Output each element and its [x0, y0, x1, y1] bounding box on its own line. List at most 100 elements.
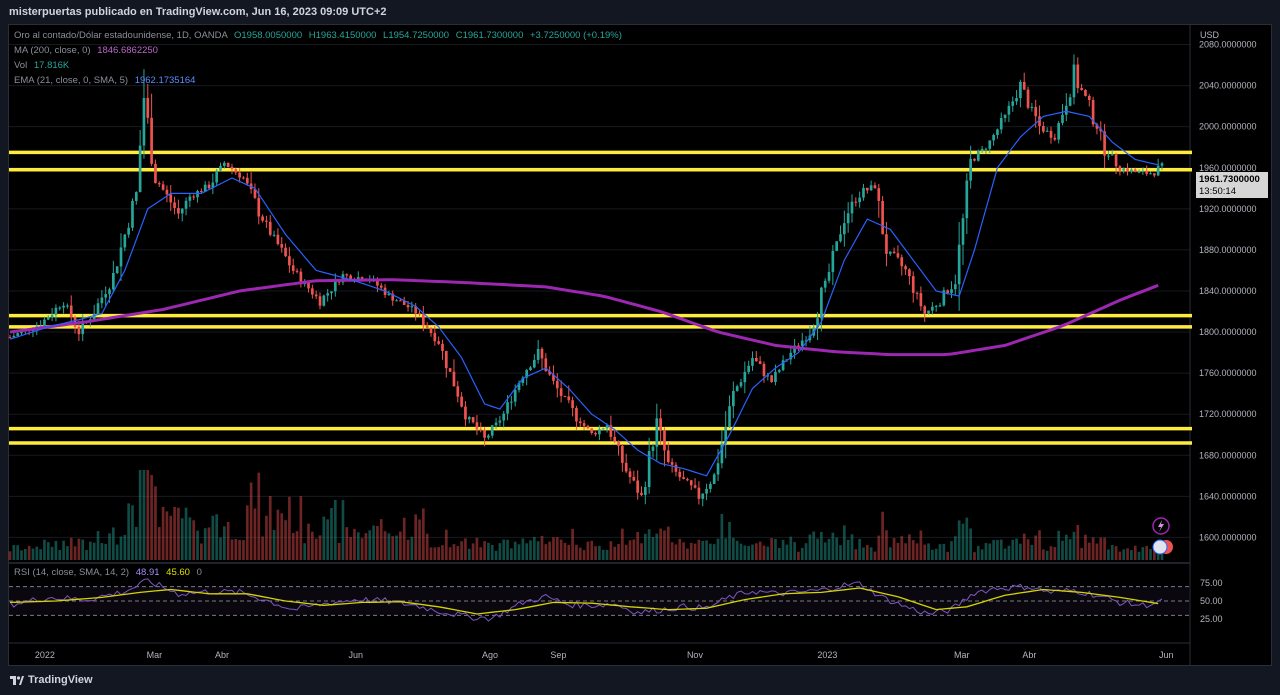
volume-bar — [747, 545, 750, 560]
volume-bar — [682, 542, 685, 560]
volume-bar — [115, 544, 119, 560]
rsi-line — [9, 578, 1163, 622]
candle-body — [820, 287, 823, 319]
candle-body — [957, 244, 961, 285]
candle-body — [770, 375, 773, 383]
candle-body — [261, 216, 264, 221]
rsi-tick-label: 75.00 — [1200, 578, 1223, 588]
volume-bar — [754, 543, 758, 560]
volume-bar — [27, 545, 31, 560]
candle-body — [66, 305, 69, 307]
rsi-value: 48.91 — [135, 567, 160, 578]
volume-bar — [314, 538, 318, 560]
price-tick-label: 1680.0000000 — [1199, 450, 1257, 460]
candle-body — [452, 371, 456, 387]
volume-bar — [146, 470, 150, 560]
lightning-icon[interactable] — [1152, 517, 1170, 535]
candle-body — [632, 476, 636, 481]
volume-bar — [735, 540, 739, 560]
volume-bar — [1153, 547, 1156, 560]
candle-body — [774, 371, 777, 383]
candle-body — [307, 281, 310, 289]
candle-body — [1015, 98, 1018, 102]
volume-bar — [200, 543, 203, 560]
volume-bar — [456, 546, 460, 560]
price-tick-label: 1880.0000000 — [1199, 245, 1257, 255]
volume-bar — [758, 541, 762, 560]
legend-row-ma[interactable]: MA (200, close, 0) 1846.6862250 — [14, 45, 158, 56]
volume-bar — [781, 539, 785, 560]
candle-body — [705, 488, 708, 494]
volume-bar — [165, 511, 169, 560]
volume-bar — [854, 549, 858, 560]
volume-bar — [230, 539, 234, 560]
candle-body — [268, 221, 272, 235]
volume-bar — [112, 527, 115, 560]
candle-body — [92, 314, 96, 320]
candle-body — [697, 487, 701, 499]
candle-body — [387, 293, 391, 296]
volume-bar — [529, 540, 532, 560]
candle-body — [20, 331, 23, 334]
volume-bar — [402, 517, 406, 560]
candle-body — [429, 327, 433, 334]
volume-bar — [666, 526, 670, 560]
alert-icons[interactable] — [1152, 517, 1173, 555]
candle-body — [1122, 168, 1126, 171]
candle-body — [138, 145, 142, 193]
candle-body — [330, 291, 333, 294]
volume-bar — [732, 537, 735, 560]
last-price-tag[interactable]: 1961.7300000 13:50:14 — [1196, 172, 1268, 198]
candle-body — [1034, 106, 1038, 117]
candle-body — [927, 310, 930, 314]
candle-body — [513, 389, 517, 402]
volume-bar — [624, 544, 628, 560]
horizontal-levels[interactable] — [9, 150, 1192, 445]
candle-body — [789, 352, 793, 360]
candle-body — [211, 182, 215, 189]
volume-bar — [999, 539, 1003, 560]
tradingview-logo-icon — [10, 676, 24, 685]
candle-body — [422, 313, 425, 326]
volume-bar — [1042, 549, 1045, 560]
candle-body — [1126, 168, 1129, 172]
volume-bar — [885, 530, 888, 560]
volume-bar — [877, 535, 881, 560]
volume-bar — [85, 550, 88, 560]
volume-bar — [965, 517, 969, 560]
candle-body — [793, 345, 796, 353]
candle-body — [200, 190, 203, 192]
volume-bar — [1149, 549, 1152, 560]
volume-bar — [1049, 546, 1053, 560]
candle-body — [161, 184, 165, 190]
volume-bar — [372, 525, 375, 560]
candle-body — [483, 430, 486, 438]
volume-bar — [337, 542, 341, 560]
volume-bar — [919, 530, 923, 560]
volume-bar — [77, 538, 81, 560]
volume-bar — [831, 532, 835, 560]
candle-body — [976, 150, 980, 161]
legend-row-ema[interactable]: EMA (21, close, 0, SMA, 5) 1962.1735164 — [14, 75, 195, 86]
last-price: 1961.7300000 — [1199, 174, 1260, 185]
volume-bar — [705, 540, 708, 560]
event-earnings-icon[interactable] — [1152, 539, 1168, 555]
legend-row-rsi[interactable]: RSI (14, close, SMA, 14, 2) 48.91 45.60 … — [14, 567, 202, 578]
candle-body — [804, 340, 808, 342]
legend-row-vol[interactable]: Vol 17.816K — [14, 60, 69, 71]
time-axis[interactable]: 2022 Mar Abr Jun Ago Sep Nov 2023 Mar Abr Jun — [9, 642, 1190, 660]
candle-body — [245, 177, 249, 184]
candle-body — [242, 177, 245, 179]
candle-body — [376, 279, 379, 286]
candle-body — [651, 446, 655, 451]
volume-bar — [89, 541, 92, 560]
volume-bar — [643, 533, 647, 560]
chart-frame[interactable] — [8, 24, 1272, 666]
candle-body — [839, 234, 842, 242]
volume-bar — [261, 536, 264, 560]
volume-bar — [843, 525, 846, 560]
volume-bar — [196, 530, 199, 560]
volume-bar — [961, 523, 965, 560]
